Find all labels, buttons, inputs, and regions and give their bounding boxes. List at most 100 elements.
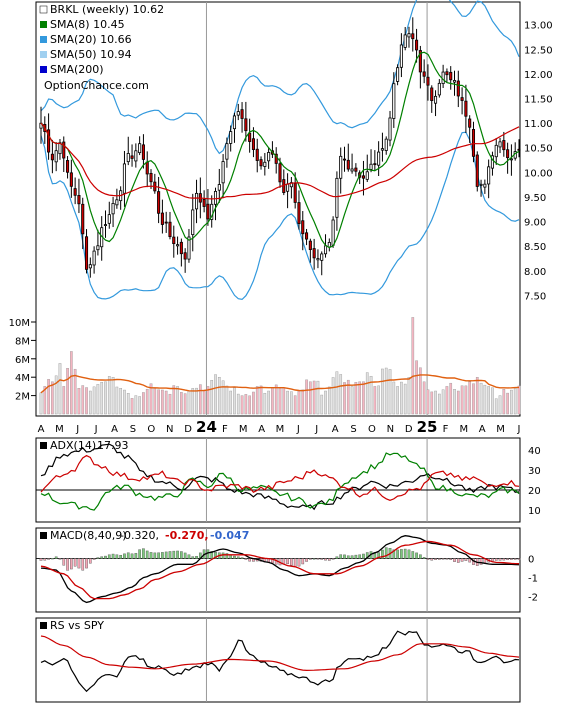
candle-body-91 [384,138,388,151]
candle-body-109 [452,80,457,83]
candle-body-67 [293,182,297,203]
macd-hist-35 [172,550,176,559]
macd-hist-20 [115,554,119,559]
macd-hist-107 [445,558,449,560]
volume-bar-93 [392,381,396,415]
volume-bar-29 [149,383,153,415]
volume-bar-40 [191,388,195,415]
candle-body-31 [157,191,161,214]
macd-hist-119 [491,558,494,562]
macd-hist-70 [305,558,308,562]
macd-hist-66 [290,558,293,566]
candle-body-85 [361,175,365,179]
volume-bar-3 [51,381,54,415]
volume-bar-42 [198,384,202,415]
candle-body-12 [84,236,89,270]
candle-body-63 [278,163,282,183]
candle-body-37 [179,241,183,255]
volume-bar-121 [498,395,502,415]
volume-bar-39 [187,390,191,415]
legend-entry-0: BRKL (weekly) 10.62 [50,3,164,16]
volume-bar-38 [183,393,187,415]
candle-body-39 [187,236,191,260]
rs-label: RS vs SPY [40,619,104,632]
volume-bar-110 [456,390,460,415]
legend-swatch-3 [40,51,47,58]
x-label-16: A [332,424,339,435]
volume-bar-83 [354,382,358,415]
volume-bar-49 [225,385,229,415]
volume-bar-119 [491,387,494,415]
volume-bar-82 [350,386,354,415]
volume-bar-35 [172,385,176,415]
macd-hist-77 [331,558,335,560]
volume-bar-46 [214,374,217,415]
candle-body-60 [267,152,271,162]
volume-bar-75 [324,390,327,415]
volume-tick-label-0: 10M [9,318,30,329]
candle-body-81 [346,159,350,170]
price-legend: BRKL (weekly) 10.62 SMA(8) 10.45 SMA(20)… [39,3,164,92]
volume-bar-95 [400,381,403,415]
volume-bar-88 [373,386,377,415]
macd-hist-80 [343,554,346,559]
macd-hist-73 [316,558,320,560]
x-label-1: M [55,424,64,435]
volume-bar-108 [449,382,453,415]
macd-label: MACD(8,40,9) -0.320, -0.270, -0.047 [40,529,249,542]
volume-tick-label-4: 2M [15,392,30,403]
x-label-26: J [517,424,521,435]
macd-hist-99 [415,552,418,559]
x-label-3: J [94,424,98,435]
volume-bar-13 [88,390,92,415]
volume-bar-37 [180,392,183,415]
volume-bar-58 [259,385,263,415]
volume-bar-5 [58,363,62,415]
volume-bar-54 [244,394,248,415]
macd-hist-100 [419,554,422,559]
macd-hist-111 [460,558,464,562]
volume-bar-115 [475,377,479,415]
x-label-5: S [130,424,136,435]
x-label-13: M [276,424,285,435]
macd-hist-97 [407,549,411,559]
candle-body-4 [54,150,58,163]
volume-bar-14 [92,386,96,415]
volume-bar-102 [426,389,430,415]
macd-hist-81 [346,555,350,559]
volume-bar-84 [358,381,362,415]
macd-hist-0 [39,558,43,561]
macd-hist-86 [365,552,369,559]
candle-body-95 [399,44,403,68]
volume-bar-20 [115,386,119,415]
candle-body-41 [195,192,199,210]
candle-body-34 [168,221,172,238]
macd-tick-label-1: -1 [528,574,538,585]
macd-hist-120 [494,558,498,561]
macd-hist-25 [134,553,138,559]
candle-body-62 [274,153,278,164]
macd-hist-15 [96,557,100,559]
volume-bar-17 [104,381,107,415]
adx-tick-label-1: 30 [528,466,541,477]
sma8-line [40,51,520,249]
macd-hist-6 [62,558,66,566]
candle-body-126 [517,148,521,151]
price-tick-label-4: 11.00 [524,119,553,130]
x-label-9: 24 [196,418,217,436]
macd-hist-5 [58,558,62,560]
candle-body-97 [407,33,411,38]
candle-body-93 [392,83,396,119]
x-label-18: O [368,424,376,435]
candle-body-74 [320,253,324,261]
candle-body-94 [396,67,400,82]
candle-body-45 [210,203,214,220]
macd-hist-102 [426,558,430,560]
candle-body-118 [487,166,491,185]
volume-bar-63 [278,388,282,415]
macd-hist-116 [479,558,483,565]
volume-bar-116 [479,382,483,415]
volume-bar-22 [123,389,126,415]
macd-hist-105 [437,558,441,560]
adx-label-swatch [40,442,47,449]
